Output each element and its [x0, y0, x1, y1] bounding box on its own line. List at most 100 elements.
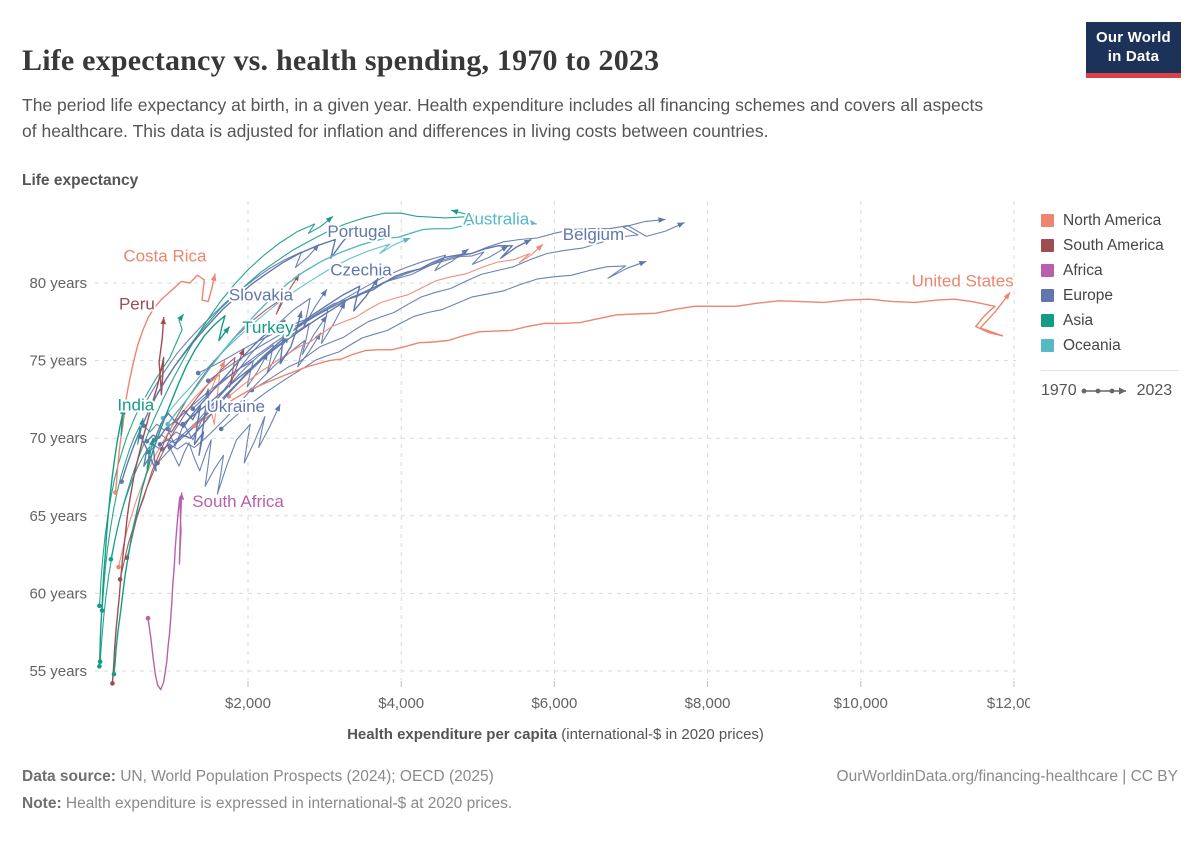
- series-belgium[interactable]: [180, 238, 532, 427]
- series-europe[interactable]: [155, 315, 328, 466]
- country-label-czechia[interactable]: Czechia: [328, 259, 394, 282]
- series-slovakia[interactable]: [144, 310, 303, 444]
- trajectory-arrowhead-icon: [274, 404, 281, 412]
- trajectory-arrowhead-icon: [204, 388, 210, 396]
- country-label-australia[interactable]: Australia: [461, 207, 532, 230]
- series-portugal[interactable]: [119, 228, 356, 484]
- chart-canvas[interactable]: $2,000 $4,000 $6,000 $8,000 $10,000 $12,000 55…: [0, 193, 1041, 738]
- legend-item-south-america[interactable]: South America: [1041, 233, 1191, 258]
- series-labeled[interactable]: [97, 214, 1011, 691]
- x-tick-label: $6,000: [531, 695, 577, 712]
- y-tick-label: 70 years: [29, 430, 87, 447]
- legend-item-label: Africa: [1063, 261, 1103, 279]
- trajectory-arrowhead-icon: [347, 228, 355, 236]
- legend-item-asia[interactable]: Asia: [1041, 308, 1191, 333]
- series-peru[interactable]: [110, 317, 166, 686]
- series-ukraine[interactable]: [138, 388, 210, 472]
- legend-item-europe[interactable]: Europe: [1041, 283, 1191, 308]
- x-tick-label: $4,000: [378, 695, 424, 712]
- country-label-united-states[interactable]: United States: [910, 269, 1016, 292]
- legend-swatch-icon: [1041, 264, 1054, 277]
- trajectory-arrowhead-icon: [461, 248, 469, 256]
- series-turkey[interactable]: [111, 314, 231, 677]
- legend-item-label: Asia: [1063, 311, 1094, 329]
- legend-item-north-america[interactable]: North America: [1041, 208, 1191, 233]
- trajectory-arrowhead-icon: [402, 238, 411, 244]
- y-tick-label: 60 years: [29, 585, 87, 602]
- country-labels: United States Costa Rica Peru India South Af…: [115, 207, 1016, 513]
- country-label-peru[interactable]: Peru: [117, 293, 157, 316]
- trajectory-arrowhead-icon: [120, 407, 126, 415]
- trajectory-arrowhead-icon: [320, 289, 327, 297]
- legend-swatch-icon: [1041, 339, 1054, 352]
- citation-link[interactable]: OurWorldinData.org/financing-healthcare …: [836, 768, 1178, 785]
- country-label-portugal[interactable]: Portugal: [325, 220, 392, 243]
- trajectory-arrowhead-icon: [177, 314, 184, 322]
- country-label-turkey[interactable]: Turkey: [240, 316, 296, 339]
- series-south-africa[interactable]: [145, 492, 185, 691]
- trajectory-arrowhead-icon: [178, 492, 185, 500]
- time-start-label: 1970: [1041, 382, 1077, 399]
- series-india[interactable]: [97, 407, 126, 669]
- time-end-label: 2023: [1136, 382, 1173, 399]
- owid-logo[interactable]: Our World in Data: [1086, 22, 1181, 78]
- trajectory-arrowhead-icon: [320, 315, 327, 323]
- trajectory-arrowhead-icon: [501, 245, 509, 252]
- country-label-costa-rica[interactable]: Costa Rica: [121, 245, 209, 268]
- trajectory-arrowhead-icon: [325, 216, 333, 223]
- series-australia[interactable]: [165, 214, 537, 427]
- data-source-label: Data source:: [22, 768, 116, 785]
- page-title: Life expectancy vs. health spending, 197…: [22, 44, 660, 78]
- series-czechia[interactable]: [157, 277, 379, 447]
- trajectory-arrowhead-icon: [677, 222, 685, 228]
- legend-item-label: North America: [1063, 211, 1162, 229]
- country-label-south-africa[interactable]: South Africa: [190, 490, 286, 513]
- trajectory-arrowhead-icon: [658, 217, 666, 223]
- trajectory-arrowhead-icon: [451, 209, 459, 215]
- x-tick-label: $12,000: [987, 695, 1030, 712]
- legend-item-africa[interactable]: Africa: [1041, 258, 1191, 283]
- owid-logo-line2: in Data: [1107, 47, 1160, 65]
- country-label-belgium[interactable]: Belgium: [561, 223, 626, 246]
- legend-item-oceania[interactable]: Oceania: [1041, 333, 1191, 358]
- owid-logo-text: Our World in Data: [1086, 22, 1181, 73]
- legend-swatch-icon: [1041, 314, 1054, 327]
- y-tick-label: 80 years: [29, 275, 87, 292]
- series-united-states[interactable]: [192, 291, 1011, 429]
- legend-item-label: Europe: [1063, 286, 1113, 304]
- series-europe[interactable]: [205, 245, 509, 384]
- owid-logo-line1: Our World: [1096, 29, 1171, 46]
- country-label-india[interactable]: India: [115, 394, 156, 417]
- trajectory-arrowhead-icon: [297, 310, 303, 319]
- x-axis-label-bold: Health expenditure per capita: [347, 726, 558, 743]
- x-tick-label: $2,000: [225, 695, 271, 712]
- y-tick-label: 65 years: [29, 508, 87, 525]
- y-axis-title: Life expectancy: [22, 172, 139, 189]
- trajectory-arrowhead-icon: [339, 301, 346, 310]
- x-axis-label: Health expenditure per capita (internati…: [95, 726, 1016, 743]
- series-europe[interactable]: [195, 221, 685, 376]
- series-costa-rica[interactable]: [113, 273, 217, 495]
- trajectory-arrowhead-icon: [1003, 292, 1011, 300]
- axis-ticks: $2,000 $4,000 $6,000 $8,000 $10,000 $12,000 55…: [29, 275, 1041, 712]
- legend-items: North America South America Africa Europe As…: [1041, 208, 1191, 358]
- trajectory-arrowhead-icon: [638, 261, 647, 267]
- legend-item-label: Oceania: [1063, 336, 1121, 354]
- trajectory-arrowhead-icon: [223, 326, 230, 334]
- trajectory-arrowhead-icon: [160, 317, 166, 325]
- time-arrow-icon: [1081, 387, 1126, 395]
- page-subtitle: The period life expectancy at birth, in …: [22, 94, 984, 141]
- trajectory-arrowhead-icon: [535, 244, 543, 251]
- country-label-slovakia[interactable]: Slovakia: [227, 283, 296, 306]
- trajectory-arrowhead-icon: [523, 239, 532, 246]
- legend-divider: [1041, 370, 1179, 371]
- country-label-ukraine[interactable]: Ukraine: [204, 395, 267, 418]
- note-line: Note: Health expenditure is expressed in…: [22, 795, 512, 812]
- y-tick-label: 55 years: [29, 663, 87, 680]
- legend: North America South America Africa Europe As…: [1041, 208, 1191, 400]
- note-label: Note:: [22, 795, 62, 812]
- series-europe[interactable]: [167, 403, 281, 495]
- chart-area: $2,000 $4,000 $6,000 $8,000 $10,000 $12,000 55…: [0, 193, 1041, 738]
- series-asia[interactable]: [97, 313, 185, 609]
